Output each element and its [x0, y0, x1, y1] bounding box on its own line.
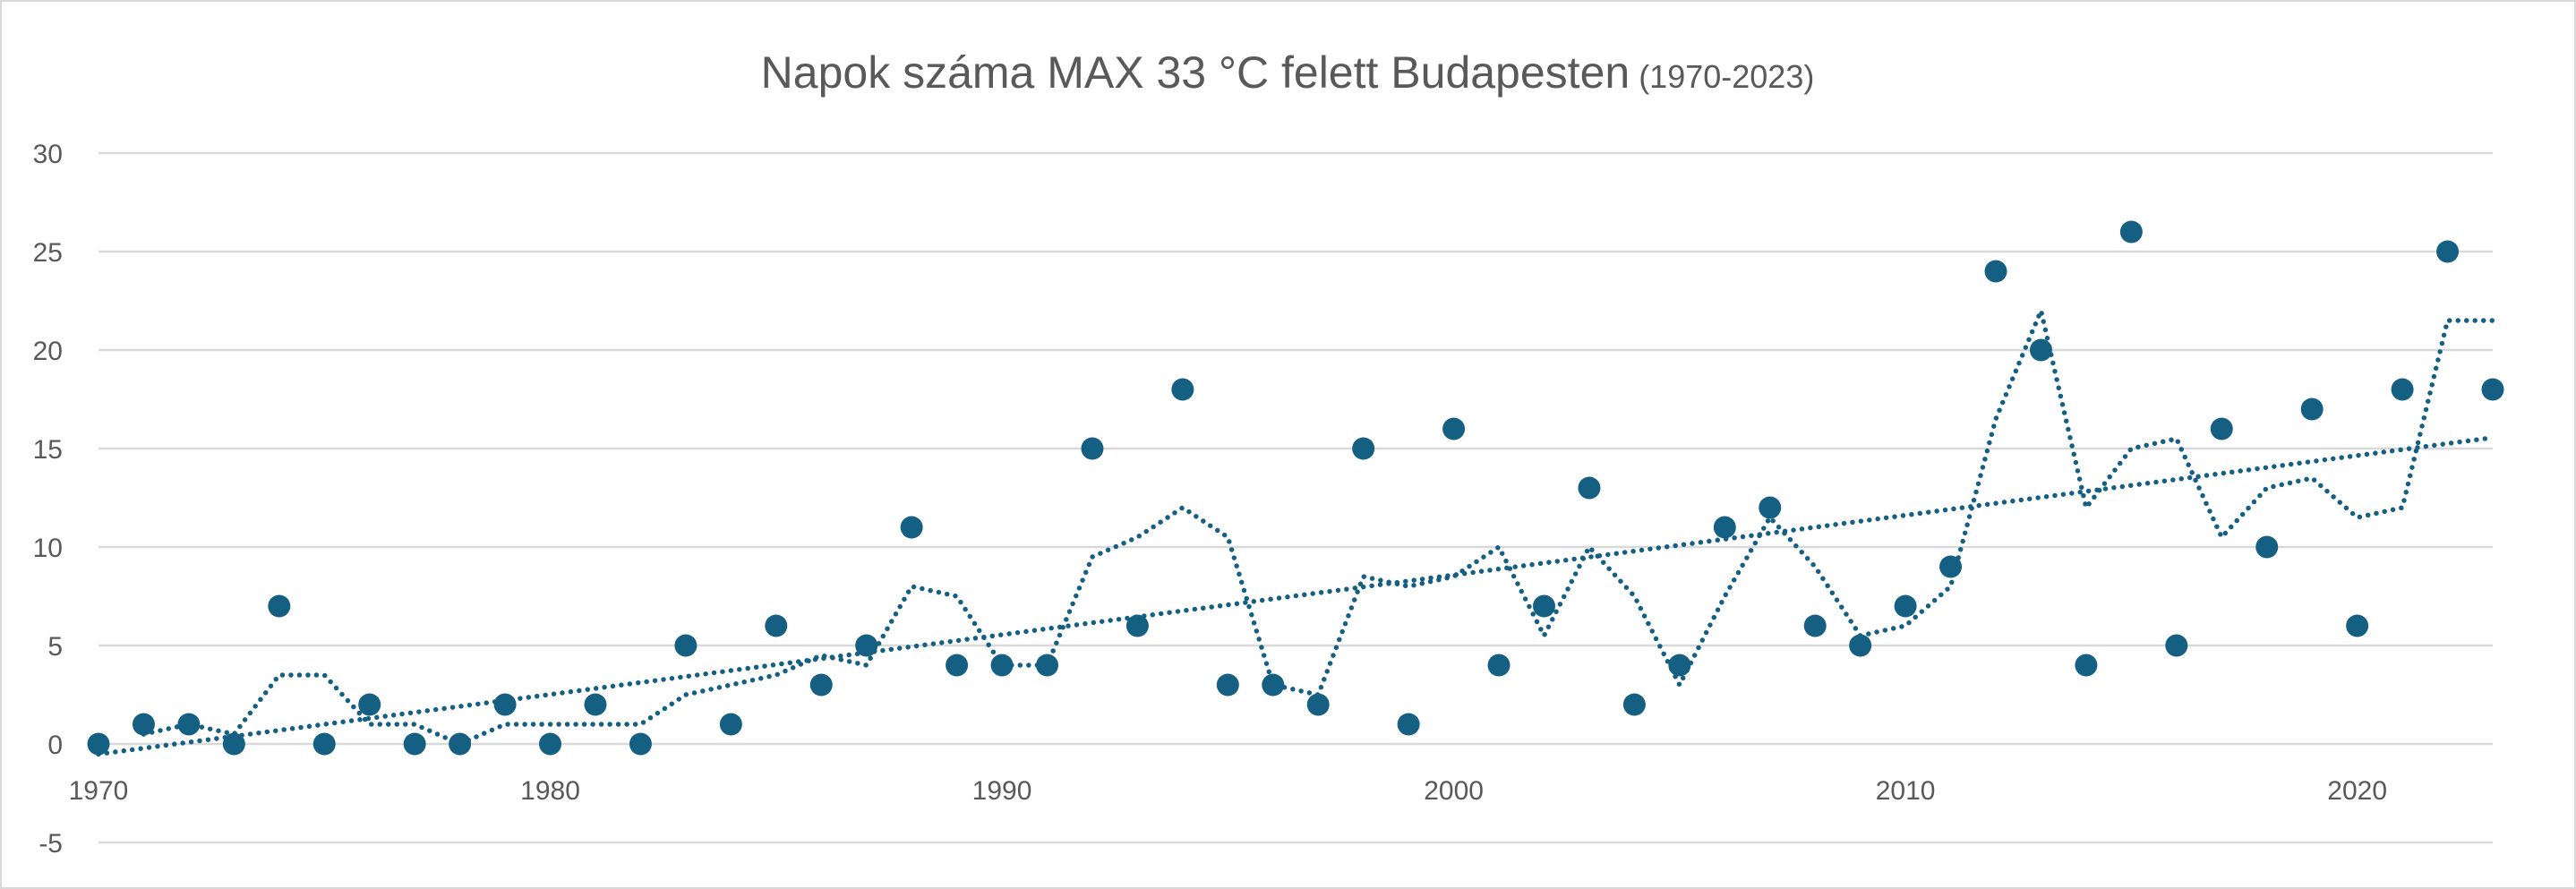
y-tick-label: 20 — [33, 337, 63, 366]
data-point — [1759, 496, 1782, 519]
data-point — [1487, 654, 1511, 677]
data-point — [629, 732, 652, 756]
x-tick-label: 1980 — [520, 776, 580, 806]
data-point — [2346, 614, 2369, 637]
data-point — [946, 654, 969, 677]
chart-title: Napok száma MAX 33 °C felett Budapesten(… — [761, 47, 1815, 98]
data-point — [177, 713, 201, 736]
data-point — [1352, 437, 1375, 460]
data-point — [2391, 378, 2414, 401]
data-point — [1578, 476, 1601, 500]
data-point — [1081, 437, 1104, 460]
data-point — [1532, 594, 1555, 618]
data-point — [132, 713, 155, 736]
data-point — [2119, 220, 2143, 244]
data-point — [222, 732, 245, 756]
data-point — [2436, 240, 2460, 263]
moving-average-trendline — [141, 308, 2495, 747]
y-tick-label: 15 — [33, 435, 63, 465]
data-point — [1803, 614, 1827, 637]
data-point — [1397, 713, 1420, 736]
data-point — [1216, 673, 1239, 697]
data-point — [403, 732, 426, 756]
data-point — [2300, 397, 2324, 421]
data-point — [1622, 693, 1646, 716]
data-point — [2481, 378, 2504, 401]
data-point — [1306, 693, 1330, 716]
y-tick-label: 25 — [33, 238, 63, 268]
data-point — [674, 634, 697, 657]
data-point — [312, 732, 336, 756]
data-point — [2255, 535, 2279, 559]
data-point — [1262, 673, 1285, 697]
data-point — [539, 732, 562, 756]
data-point — [449, 732, 472, 756]
data-point — [765, 614, 788, 637]
data-point — [990, 654, 1014, 677]
x-tick-label: 2000 — [1424, 776, 1484, 806]
data-point — [1036, 654, 1059, 677]
data-point — [809, 673, 833, 697]
data-point — [1125, 614, 1149, 637]
data-point — [584, 693, 607, 716]
data-point — [2165, 634, 2188, 657]
data-point — [1849, 634, 1872, 657]
data-point — [1442, 417, 1466, 440]
data-point — [493, 693, 517, 716]
x-tick-label: 2010 — [1876, 776, 1936, 806]
data-point — [1939, 555, 1963, 578]
data-point — [2075, 654, 2098, 677]
data-point — [1668, 654, 1691, 677]
data-point — [719, 713, 742, 736]
y-tick-label: 0 — [47, 731, 63, 760]
x-tick-label: 1990 — [972, 776, 1032, 806]
y-tick-label: 30 — [33, 140, 63, 169]
x-tick-label: 2020 — [2327, 776, 2387, 806]
y-tick-label: 10 — [33, 534, 63, 563]
data-point — [1894, 594, 1917, 618]
data-point — [358, 693, 381, 716]
data-point — [87, 732, 110, 756]
data-point — [1713, 516, 1736, 539]
data-point — [268, 594, 291, 618]
data-point — [900, 516, 923, 539]
data-point — [1171, 378, 1194, 401]
linear-trendline — [96, 435, 2495, 757]
y-tick-label: 5 — [47, 632, 63, 662]
y-tick-label: -5 — [39, 829, 63, 859]
data-point — [2210, 417, 2233, 440]
data-point — [855, 634, 878, 657]
data-point — [2029, 338, 2052, 362]
x-tick-label: 1970 — [69, 776, 129, 806]
data-point — [1984, 260, 2007, 283]
